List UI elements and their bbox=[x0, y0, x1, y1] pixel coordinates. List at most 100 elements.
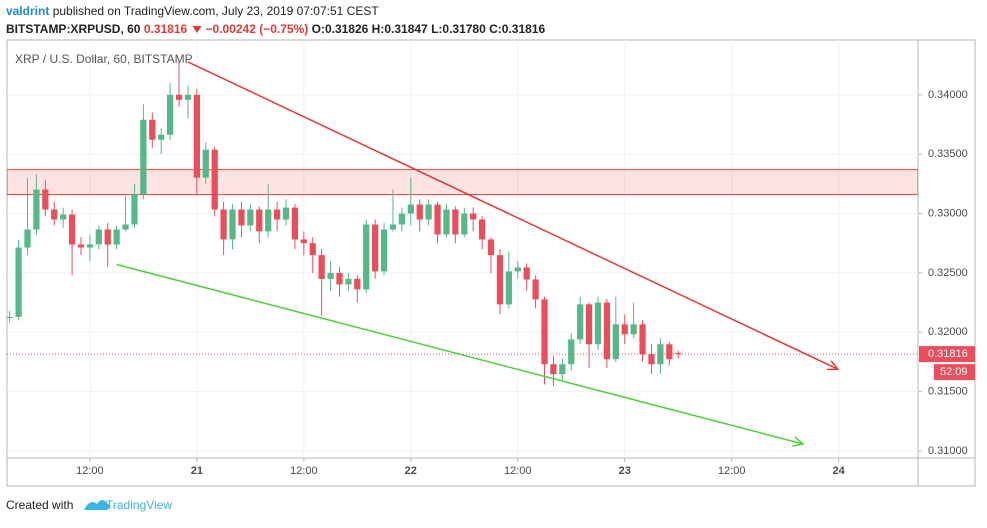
candle-body bbox=[443, 209, 450, 235]
candle-body bbox=[220, 209, 227, 240]
candle-body bbox=[113, 229, 120, 245]
y-tick-label: 0.31500 bbox=[928, 386, 968, 398]
trend-line bbox=[187, 61, 838, 369]
candle-body bbox=[657, 344, 664, 365]
candle-body bbox=[318, 255, 325, 279]
candle-body bbox=[60, 214, 67, 220]
candle-body bbox=[487, 239, 495, 256]
candle-body bbox=[104, 229, 111, 245]
author: valdrint bbox=[6, 4, 49, 18]
resistance-zone bbox=[7, 169, 918, 196]
open-stat: O:0.31826 bbox=[312, 22, 369, 36]
y-tick-label: 0.34000 bbox=[928, 89, 968, 101]
candle-body bbox=[363, 224, 370, 290]
candle-body bbox=[470, 213, 477, 220]
candle-body bbox=[675, 352, 682, 355]
candle-body bbox=[238, 209, 245, 226]
candle-body bbox=[273, 209, 281, 220]
x-tick-label: 24 bbox=[833, 465, 846, 477]
created-with: Created with bbox=[6, 498, 73, 512]
candle-body bbox=[309, 243, 316, 256]
candle-body bbox=[175, 94, 183, 100]
candle-body bbox=[158, 134, 165, 140]
low-stat: L:0.31780 bbox=[431, 22, 486, 36]
candle-body bbox=[86, 244, 94, 248]
candle-body bbox=[478, 219, 486, 240]
candle-body bbox=[452, 209, 459, 235]
candle-body bbox=[33, 189, 40, 230]
candle-body bbox=[514, 267, 521, 272]
candle-body bbox=[559, 364, 566, 375]
x-tick-label: 12:00 bbox=[504, 465, 532, 477]
candle-body bbox=[184, 94, 192, 100]
down-arrow bbox=[192, 26, 202, 33]
candle-body bbox=[68, 214, 76, 245]
brand: TradingView bbox=[106, 498, 172, 512]
candle-body bbox=[416, 204, 423, 220]
candle-body bbox=[639, 324, 646, 355]
candle-body bbox=[372, 224, 379, 272]
candle-body bbox=[247, 209, 254, 226]
candle-body bbox=[505, 271, 512, 305]
candle-body bbox=[95, 229, 102, 245]
candle-body bbox=[42, 189, 49, 210]
candle-body bbox=[398, 213, 406, 225]
candle-body bbox=[550, 364, 557, 375]
published: published on TradingView.com, July 23, 2… bbox=[53, 4, 380, 18]
countdown-tag bbox=[934, 364, 975, 381]
candle-body bbox=[541, 299, 548, 365]
candle-body bbox=[193, 94, 200, 178]
symbol: BITSTAMP:XRPUSD, 60 bbox=[6, 22, 141, 36]
x-tick-label: 12:00 bbox=[718, 465, 746, 477]
candle-body bbox=[167, 94, 174, 135]
candle-body bbox=[389, 224, 397, 230]
y-tick-label: 0.32500 bbox=[928, 267, 968, 279]
header-line-2: BITSTAMP:XRPUSD, 60 0.31816 bbox=[6, 22, 188, 36]
candle-body bbox=[229, 209, 236, 240]
candle-body bbox=[585, 304, 593, 345]
axes: 0.31000 0.31500 0.32000 0.32500 0.33000 0.335… bbox=[76, 89, 975, 477]
x-tick-label: 21 bbox=[191, 465, 203, 477]
candle-body bbox=[256, 209, 263, 232]
candle-body bbox=[122, 224, 129, 230]
frame bbox=[6, 39, 976, 487]
candle-body bbox=[434, 204, 441, 235]
candle-body bbox=[265, 209, 272, 232]
change: −0.00242 (−0.75%) bbox=[206, 22, 309, 36]
trend-line bbox=[116, 263, 803, 443]
candle-body bbox=[202, 149, 209, 178]
candle-body bbox=[496, 255, 504, 305]
candle-body bbox=[51, 209, 58, 220]
candle-body bbox=[568, 339, 575, 365]
high-stat: H:0.31847 bbox=[372, 22, 428, 36]
last-price-label: 0.31816 bbox=[928, 348, 968, 360]
candle-body bbox=[336, 272, 343, 285]
candle-body bbox=[15, 247, 22, 317]
candle-body bbox=[300, 239, 307, 244]
x-tick-label: 23 bbox=[619, 465, 631, 477]
y-tick-label: 0.32000 bbox=[928, 326, 968, 338]
candle-body bbox=[577, 304, 584, 340]
candle-body bbox=[461, 213, 468, 235]
y-tick-label: 0.33500 bbox=[928, 148, 968, 160]
candle-body bbox=[282, 207, 290, 220]
close-stat: C:0.31816 bbox=[489, 22, 545, 36]
candle-body bbox=[630, 324, 637, 335]
y-tick-label: 0.31000 bbox=[928, 445, 968, 457]
candle-body bbox=[211, 149, 218, 210]
candle-body bbox=[7, 316, 13, 319]
candle-body bbox=[407, 204, 414, 214]
candle-body bbox=[648, 354, 655, 365]
candle-body bbox=[612, 324, 619, 360]
x-tick-label: 12:00 bbox=[76, 465, 104, 477]
candle-body bbox=[354, 278, 361, 290]
candle-body bbox=[523, 267, 530, 280]
candle-body bbox=[149, 119, 156, 140]
candle-body bbox=[131, 194, 138, 225]
candle-body bbox=[621, 324, 628, 335]
candle-body bbox=[291, 207, 299, 240]
candle-body bbox=[425, 204, 432, 220]
header-line-1: valdrint published on TradingView.com, J… bbox=[6, 4, 379, 18]
candle-body bbox=[327, 272, 334, 279]
